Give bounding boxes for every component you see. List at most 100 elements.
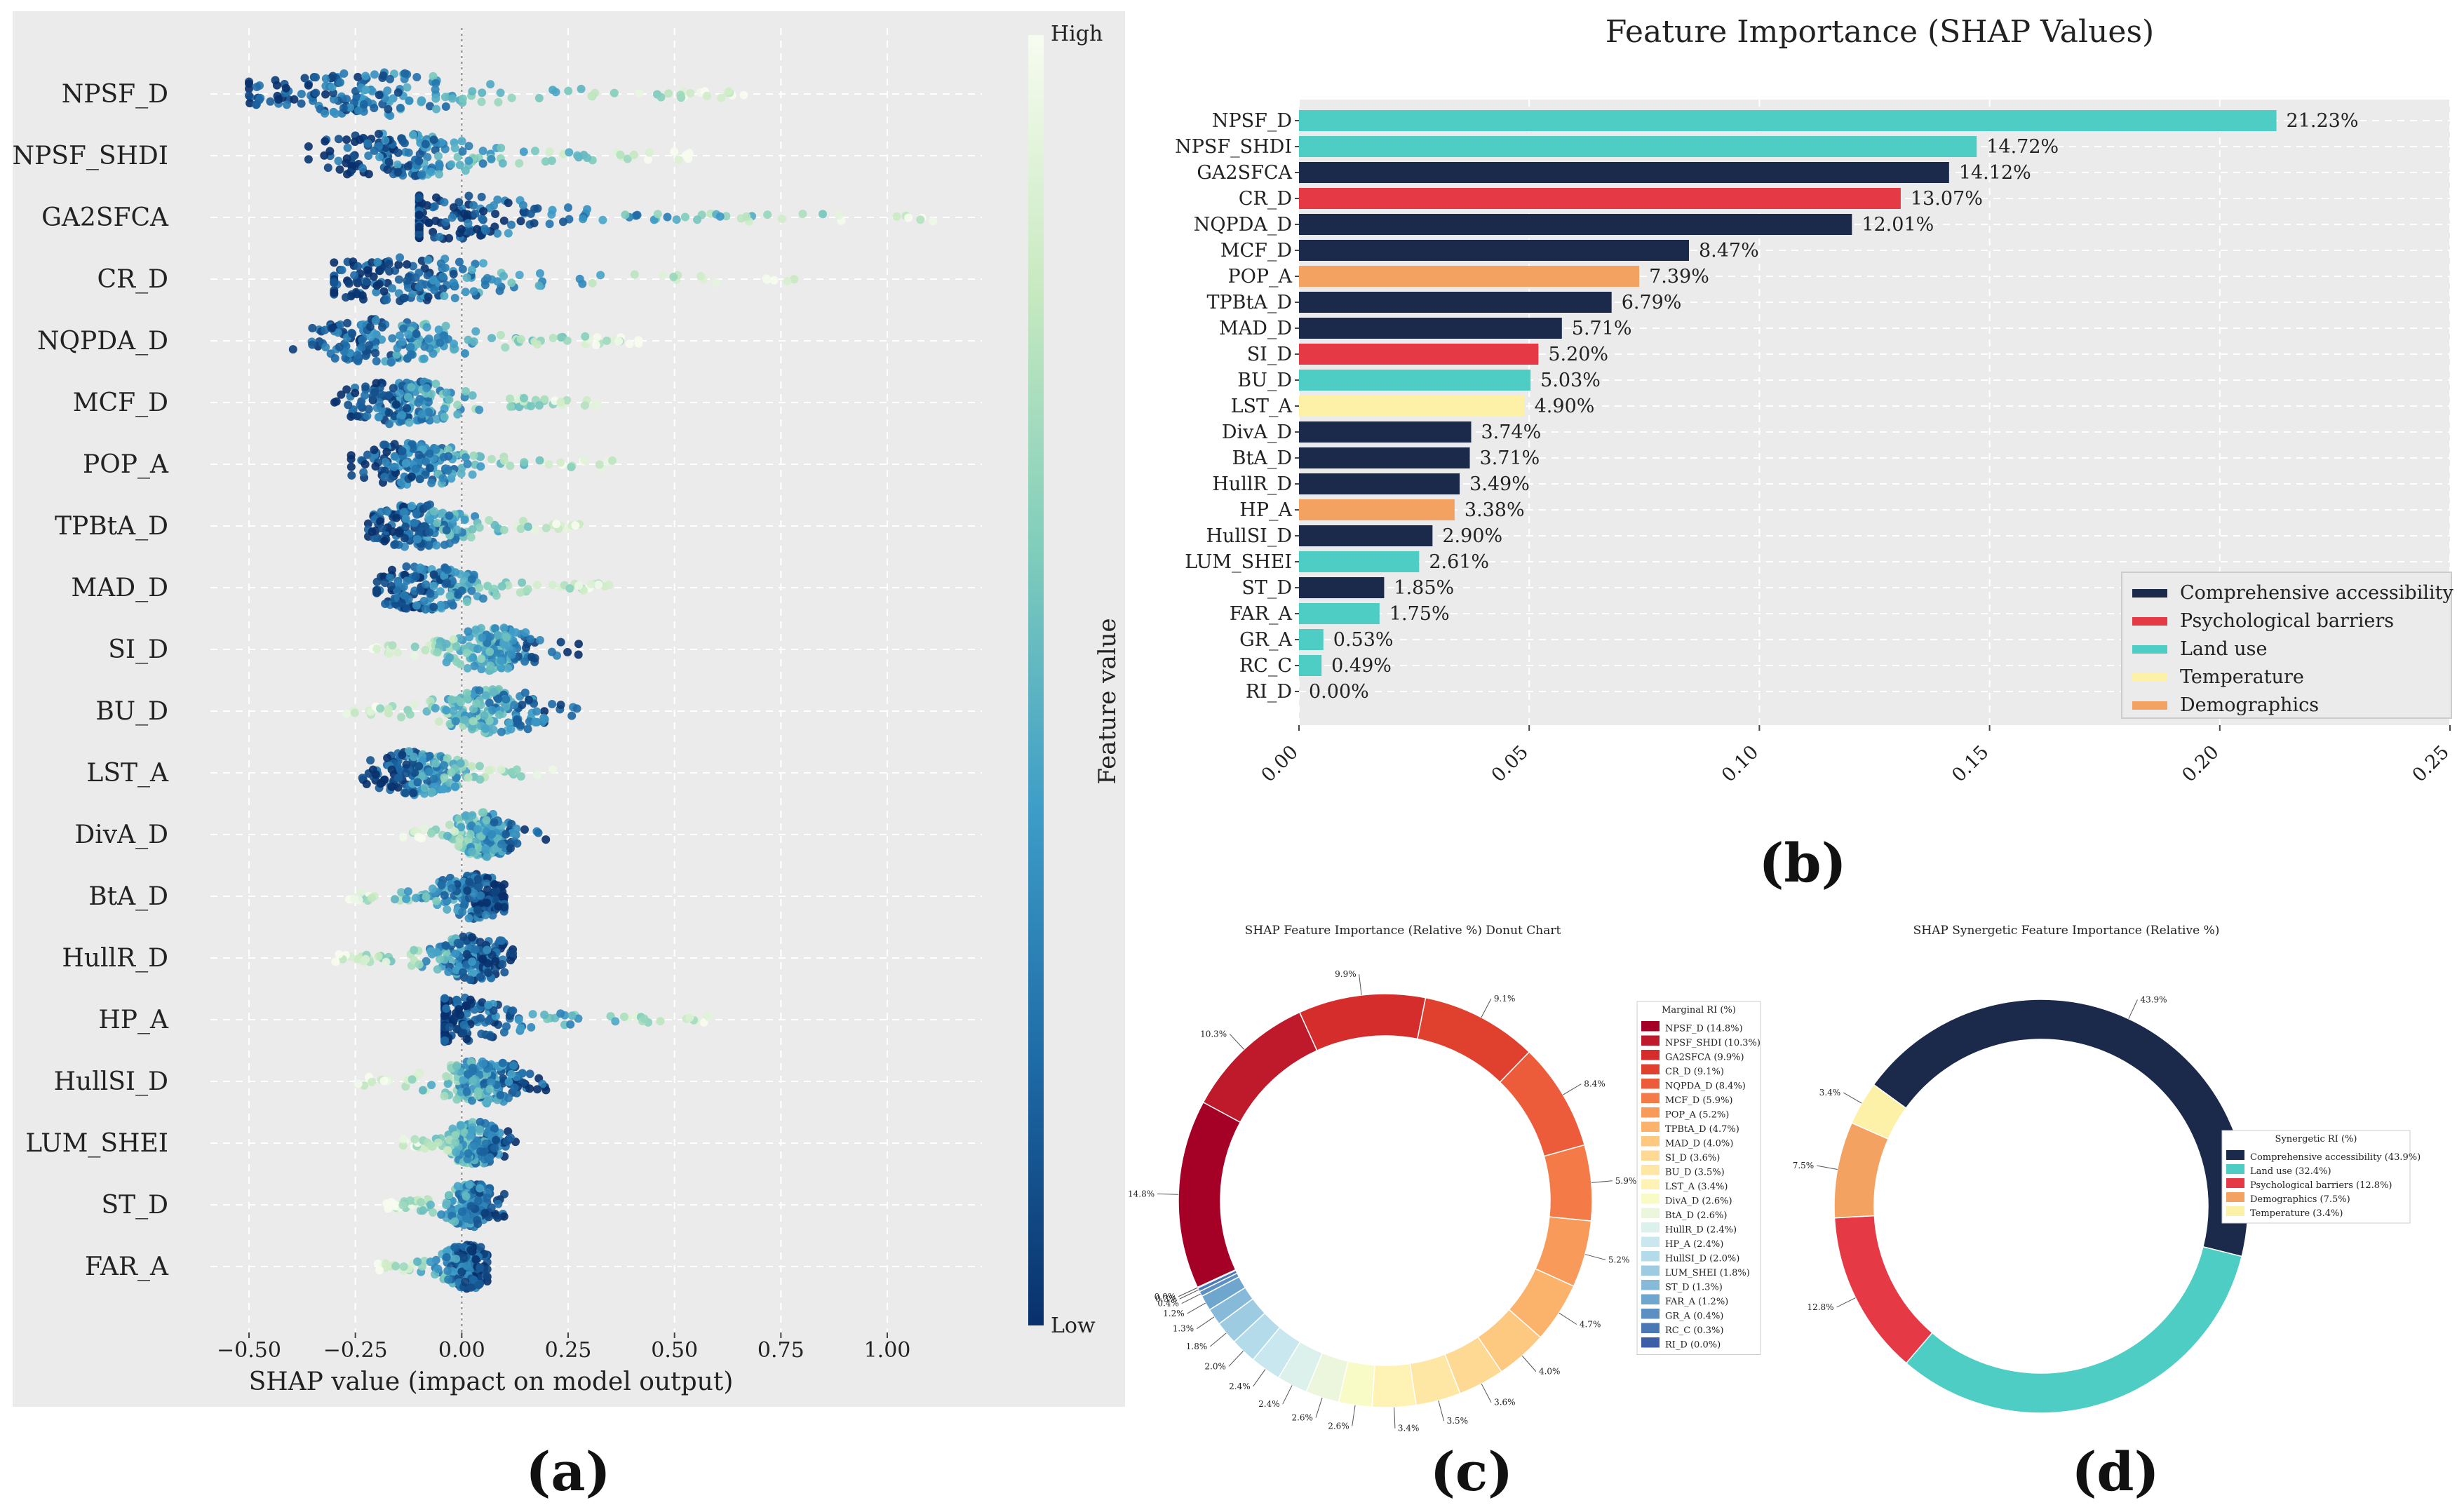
beeswarm-point (415, 269, 424, 277)
beeswarm-point (593, 332, 602, 342)
beeswarm-point (479, 808, 488, 817)
beeswarm-point (440, 331, 449, 340)
feature-label: LUM_SHEI (25, 1129, 168, 1158)
beeswarm-point (429, 1208, 438, 1217)
beeswarm-point (386, 74, 394, 83)
beeswarm-point (469, 889, 478, 898)
beeswarm-point (274, 95, 283, 104)
beeswarm-point (533, 340, 541, 349)
feature-label: LST_A (86, 759, 169, 788)
legend-label: Temperature (2180, 666, 2304, 688)
beeswarm-point (470, 661, 479, 670)
beeswarm-point (403, 83, 412, 92)
beeswarm-point (507, 220, 516, 229)
beeswarm-point (444, 452, 453, 461)
beeswarm-point (355, 135, 364, 144)
beeswarm-point (455, 161, 464, 170)
beeswarm-point (500, 968, 509, 977)
bar-category-label: LUM_SHEI (1185, 551, 1292, 573)
beeswarm-point (357, 342, 366, 351)
beeswarm-point (383, 753, 392, 762)
beeswarm-point (459, 209, 469, 218)
beeswarm-point (621, 210, 630, 220)
beeswarm-point (464, 627, 473, 636)
legend-swatch (1641, 1179, 1660, 1189)
bar-value-label: 1.85% (1394, 577, 1454, 599)
beeswarm-point (399, 508, 408, 517)
beeswarm-point (463, 1069, 472, 1079)
beeswarm-point (308, 340, 317, 349)
bar-category-label: HullSI_D (1206, 525, 1292, 547)
beeswarm-point (408, 1075, 417, 1084)
beeswarm-point (485, 1032, 494, 1041)
beeswarm-point (457, 137, 466, 146)
beeswarm-point (282, 100, 291, 109)
beeswarm-point (498, 960, 507, 968)
beeswarm-point (444, 1275, 453, 1284)
beeswarm-point (544, 460, 553, 469)
beeswarm-point (398, 447, 407, 456)
legend-swatch (1641, 1236, 1660, 1247)
beeswarm-point (663, 212, 672, 222)
legend-swatch (1641, 1136, 1660, 1147)
beeswarm-point (429, 602, 438, 612)
beeswarm-point (519, 201, 527, 210)
beeswarm-point (361, 72, 370, 81)
beeswarm-point (551, 88, 560, 97)
beeswarm-point (452, 525, 462, 534)
legend-swatch (1641, 1280, 1660, 1290)
bar-value-label: 3.49% (1469, 473, 1530, 495)
legend-label: MCF_D (5.9%) (1665, 1095, 1733, 1106)
beeswarm-point (388, 334, 397, 343)
beeswarm-point (491, 210, 500, 218)
beeswarm-point (548, 205, 557, 215)
bar (1299, 603, 1380, 624)
x-tick-label: 0.20 (2178, 741, 2223, 786)
beeswarm-point (556, 701, 565, 710)
beeswarm-point (478, 633, 487, 642)
beeswarm-point (506, 724, 516, 734)
beeswarm-point (450, 294, 459, 302)
beeswarm-point (432, 947, 441, 957)
beeswarm-point (426, 515, 435, 525)
beeswarm-point (676, 90, 685, 100)
legend-swatch (2132, 589, 2167, 598)
beeswarm-point (400, 69, 410, 78)
beeswarm-point (469, 451, 478, 460)
beeswarm-point (515, 271, 524, 280)
beeswarm-point (540, 395, 549, 404)
beeswarm-point (904, 213, 913, 222)
beeswarm-point (464, 1149, 473, 1158)
beeswarm-point (455, 198, 464, 207)
beeswarm-point (432, 896, 441, 905)
beeswarm-point (547, 156, 556, 166)
beeswarm-point (331, 109, 340, 119)
bar (1299, 162, 1949, 183)
beeswarm-point (485, 515, 494, 525)
beeswarm-point (375, 130, 383, 138)
beeswarm-point (462, 1009, 471, 1018)
beeswarm-point (440, 198, 449, 207)
beeswarm-point (272, 81, 281, 90)
legend-label: Temperature (3.4%) (2250, 1208, 2343, 1219)
beeswarm-point (418, 1086, 427, 1095)
beeswarm-point (403, 887, 412, 896)
beeswarm-point (516, 217, 525, 226)
bar-category-label: BtA_D (1232, 447, 1292, 469)
legend-swatch (2226, 1192, 2244, 1202)
legend-title: Marginal RI (%) (1662, 1005, 1736, 1015)
beeswarm-point (461, 288, 470, 297)
legend-label: HullSI_D (2.0%) (1665, 1254, 1739, 1264)
beeswarm-point (368, 893, 376, 903)
beeswarm-point (434, 151, 443, 161)
beeswarm-point (440, 292, 449, 300)
legend-label: RC_C (0.3%) (1665, 1325, 1723, 1336)
beeswarm-point (480, 281, 490, 290)
beeswarm-point (378, 323, 386, 332)
beeswarm-point (474, 1281, 483, 1290)
beeswarm-point (346, 454, 356, 464)
donut-slice (1905, 1246, 2243, 1414)
bar (1299, 421, 1472, 443)
beeswarm-point (464, 335, 473, 344)
beeswarm-point (390, 462, 399, 471)
